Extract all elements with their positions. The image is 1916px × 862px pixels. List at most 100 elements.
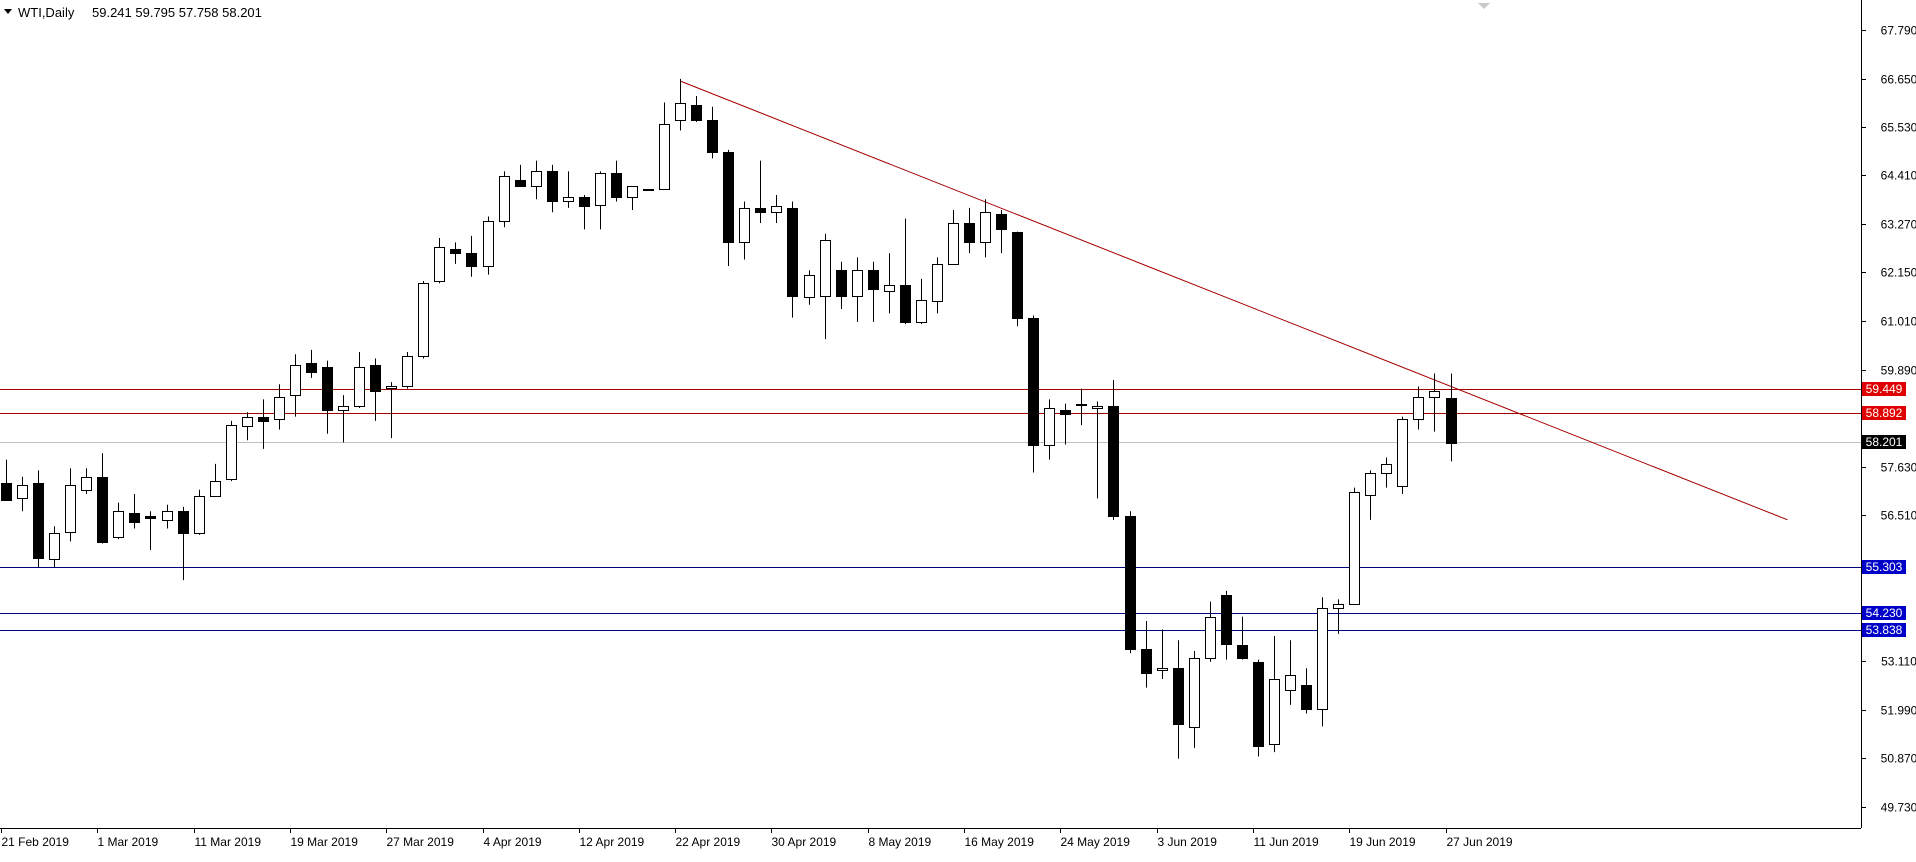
candle-body-bullish [948,223,959,265]
shift-marker-icon[interactable] [1478,3,1490,9]
candle-body-bearish [1141,649,1152,674]
candle-body-bullish [771,206,782,213]
price-tick-label: 61.010 [1881,315,1916,329]
support-price-tag: 55.303 [1866,560,1903,574]
candle-body-bearish [611,173,622,198]
candle [707,106,718,159]
candle-body-bullish [338,406,349,411]
symbol-label: WTI,Daily [18,5,75,20]
candle-body-bullish [1365,473,1376,496]
date-tick-label: 30 Apr 2019 [772,835,837,849]
candle-body-bearish [1253,662,1264,747]
candle-body-bullish [242,417,253,427]
candle [33,470,44,568]
date-tick-label: 16 May 2019 [965,835,1035,849]
candle-body-bullish [418,283,429,357]
candle [97,453,108,544]
candle [932,257,943,314]
candle [402,352,413,389]
candle [322,360,333,434]
candle [434,238,445,284]
candle-body-bearish [178,511,189,534]
date-tick-label: 4 Apr 2019 [484,835,542,849]
candles-layer [1,78,1457,759]
candle-body-bullish [1285,675,1296,691]
candle-body-bullish [595,173,606,206]
candle-body-bearish [33,483,44,559]
candle-body-bullish [852,270,863,297]
candle [643,189,654,191]
candle [787,201,798,318]
candle-body-bullish [659,124,670,190]
candle [1125,511,1136,654]
candle-body-bullish [1413,397,1424,420]
price-tick-label: 59.890 [1881,364,1916,378]
candle [242,412,253,441]
candle [868,261,879,322]
candle-body-bearish [370,365,381,392]
candle-body-bearish [900,285,911,323]
candle [996,210,1007,254]
candle [1397,416,1408,495]
support-price-tag: 54.230 [1866,606,1903,620]
candle-body-bullish [290,365,301,396]
candle [755,160,766,223]
candle [1446,373,1457,462]
candle-body-bullish [354,367,365,407]
date-tick-label: 12 Apr 2019 [580,835,645,849]
candle-body-bullish [1092,406,1103,409]
candle [980,199,991,258]
candle [1173,640,1184,759]
candle-body-bearish [707,120,718,153]
candle [1044,399,1055,460]
candle [386,382,397,439]
candle-body-bearish [258,417,269,422]
candle [354,352,365,408]
symbol-menu-icon[interactable] [4,9,12,14]
candle [1237,616,1248,660]
candle-body-bearish [787,208,798,297]
candle-body-bullish [804,275,815,298]
candle-body-bullish [563,197,574,202]
candle-body-bearish [547,171,558,202]
candle-body-bullish [194,496,205,534]
candle [290,354,301,417]
date-tick-label: 3 Jun 2019 [1158,835,1218,849]
candle-body-bearish [1301,685,1312,710]
candle-body-bullish [483,221,494,267]
price-tick-label: 56.510 [1881,509,1916,523]
candle [226,420,237,482]
candle-body-bearish [996,214,1007,230]
candle-body-bullish [627,186,638,198]
candle-body-bullish [980,212,991,243]
candle [65,468,76,542]
candle [210,463,221,497]
price-axis: 67.790 66.650 65.530 64.410 63.270 62.150 61.0… [1861,24,1916,815]
date-tick-label: 22 Apr 2019 [676,835,741,849]
candle [466,235,477,277]
time-axis: 21 Feb 2019 1 Mar 2019 11 Mar 2019 19 Mar 2… [1,828,1513,849]
candle-body-bullish [932,264,943,302]
candle [1381,457,1392,488]
candle [1429,373,1440,432]
downtrend-line[interactable] [679,80,1788,521]
date-tick-label: 8 May 2019 [869,835,932,849]
date-tick-label: 27 Mar 2019 [387,835,455,849]
candle-body-bearish [723,152,734,243]
candle-body-bullish [65,485,76,533]
candle-body-bullish [162,511,173,521]
candle [1076,388,1087,426]
candle [1092,401,1103,499]
candle [515,164,526,187]
candle [113,502,124,540]
price-tick-label: 66.650 [1881,73,1916,87]
candle [900,218,911,325]
candle [771,195,782,223]
candle [1413,386,1424,430]
date-tick-label: 1 Mar 2019 [98,835,159,849]
candle [531,160,542,200]
candle-body-bullish [49,533,60,560]
candle [884,253,895,314]
